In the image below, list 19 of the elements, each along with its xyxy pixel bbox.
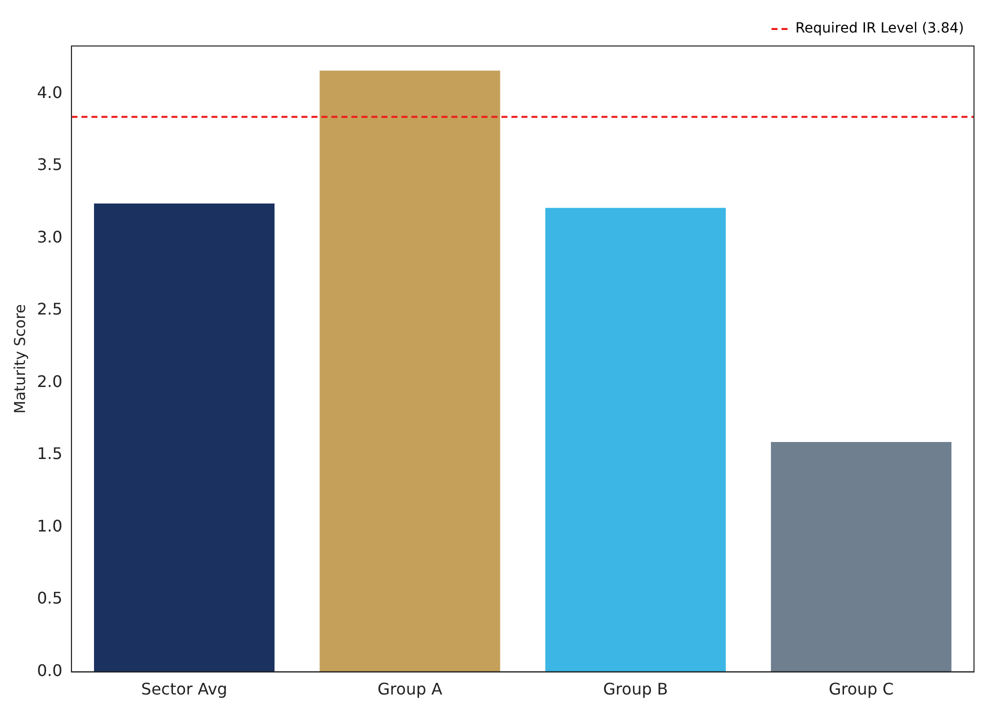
y-tick-label: 0.0 (36, 660, 62, 680)
y-tick-label: 3.0 (36, 227, 62, 246)
y-tick-label: 1.0 (36, 516, 62, 536)
y-tick-label: 2.0 (36, 372, 62, 391)
y-tick-label: 2.5 (36, 300, 62, 319)
x-tick-label: Group B (603, 680, 668, 699)
bar (545, 208, 726, 672)
bar (94, 204, 275, 672)
bar (770, 442, 952, 672)
bar (320, 70, 500, 672)
y-axis-title: Maturity Score (10, 304, 29, 414)
y-tick-label: 3.5 (36, 155, 62, 174)
x-tick-label: Group A (378, 680, 442, 699)
x-tick-label: Group C (828, 680, 894, 699)
x-tick-label: Sector Avg (141, 680, 228, 699)
y-tick-label: 0.5 (36, 588, 62, 608)
y-tick-label: 1.5 (36, 444, 62, 464)
y-tick-label: 4.0 (36, 82, 62, 102)
legend-label: Required IR Level (3.84) (795, 20, 964, 37)
